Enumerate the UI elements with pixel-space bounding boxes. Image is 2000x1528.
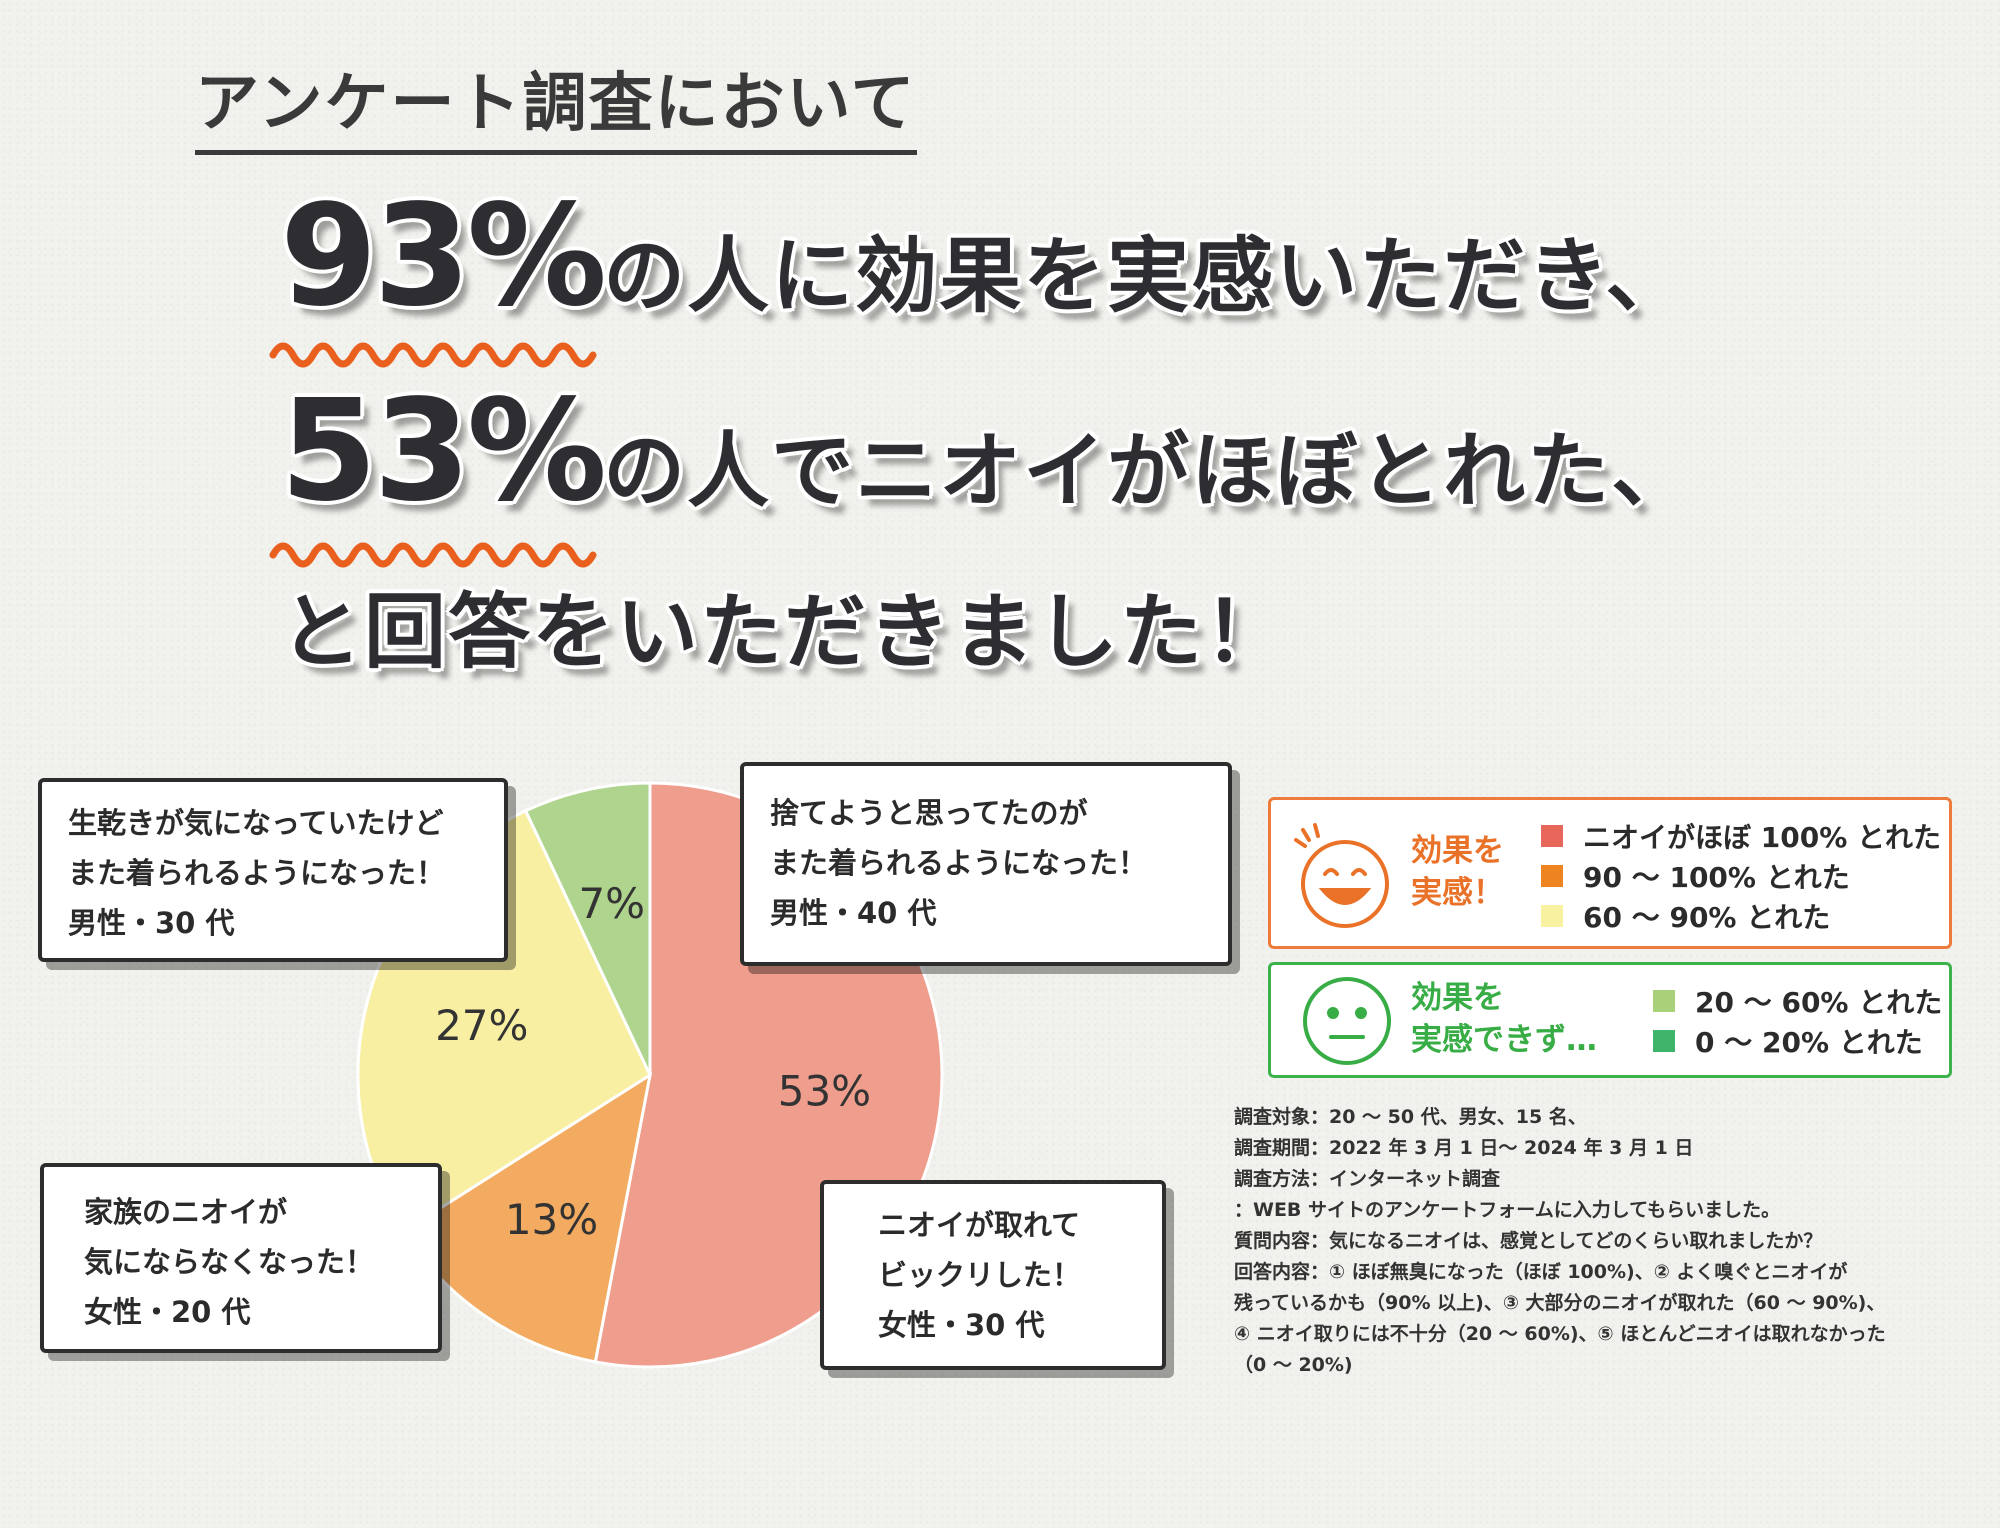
comment-bubble-3: 家族のニオイが 気にならなくなった！ 女性・20 代 [40, 1163, 442, 1353]
comment-line: 家族のニオイが [84, 1195, 288, 1229]
note-line: 回答内容：① ほぼ無臭になった（ほぼ 100%)、② よく嗅ぐとニオイが [1234, 1261, 1848, 1283]
headline-text-2: の人でニオイがほぼとれた、 [603, 424, 1696, 519]
wavy-underline-icon [269, 542, 597, 568]
comment-bubble-2: 捨てようと思ってたのが また着られるようになった！ 男性・40 代 [740, 762, 1232, 966]
note-line: 残っているかも（90% 以上)、③ 大部分のニオイが取れた（60 〜 90%)、 [1234, 1292, 1886, 1314]
legend-label: ニオイがほぼ 100% とれた [1583, 821, 1941, 854]
legend-swatch [1653, 990, 1675, 1012]
legend-label: 60 〜 90% とれた [1583, 901, 1831, 934]
note-line: ④ ニオイ取りには不十分（20 〜 60%)、⑤ ほとんどニオイは取れなかった [1234, 1323, 1886, 1345]
legend-label: 20 〜 60% とれた [1695, 986, 1943, 1019]
pie-label: 7% [578, 879, 645, 928]
legend-item: 60 〜 90% とれた [1541, 896, 1941, 936]
survey-notes: 調査対象：20 〜 50 代、男女、15 名、調査期間：2022 年 3 月 1… [1234, 1102, 1886, 1381]
legend-heading-line: 実感！ [1411, 875, 1504, 911]
comment-bubble-1: 生乾きが気になっていたけど また着られるようになった！ 男性・30 代 [38, 778, 508, 962]
note-line: 調査期間：2022 年 3 月 1 日〜 2024 年 3 月 1 日 [1234, 1137, 1694, 1159]
comment-line: 気にならなくなった！ [84, 1245, 375, 1279]
comment-line: 生乾きが気になっていたけど [68, 806, 444, 840]
legend-item: 90 〜 100% とれた [1541, 856, 1941, 896]
comment-line: また着られるようになった！ [770, 846, 1148, 880]
legend-label: 90 〜 100% とれた [1583, 861, 1850, 894]
comment-person: 女性・30 代 [878, 1308, 1045, 1342]
survey-title: アンケート調査において [195, 52, 917, 155]
pie-slice-7 [523, 781, 652, 1076]
comment-person: 男性・40 代 [770, 896, 937, 930]
legend-item: 20 〜 60% とれた [1653, 981, 1942, 1021]
comment-line: ビックリした！ [878, 1258, 1082, 1292]
note-line: ：WEB サイトのアンケートフォームに入力してもらいました。 [1234, 1199, 1781, 1221]
comment-line: また着られるようになった！ [68, 856, 446, 890]
legend-heading-line: 効果を [1411, 833, 1504, 869]
note-line: 質問内容：気になるニオイは、感覚としてどのくらい取れましたか？ [1234, 1230, 1823, 1252]
neutral-face-icon [1303, 977, 1391, 1065]
legend-effective-items: ニオイがほぼ 100% とれた 90 〜 100% とれた 60 〜 90% と… [1541, 816, 1941, 936]
note-line: 調査対象：20 〜 50 代、男女、15 名、 [1234, 1106, 1587, 1128]
legend-not-effective-heading: 効果を 実感できず… [1411, 977, 1597, 1061]
wavy-underline-icon [269, 342, 597, 368]
comment-person: 女性・20 代 [84, 1295, 251, 1329]
legend-label: 0 〜 20% とれた [1695, 1026, 1923, 1059]
pie-label: 27% [435, 1001, 528, 1050]
smile-face-icon [1294, 823, 1389, 928]
legend-effective-heading: 効果を 実感！ [1411, 830, 1504, 914]
headline-text-1: の人に効果を実感いただき、 [603, 229, 1690, 324]
comment-line: ニオイが取れて [878, 1208, 1081, 1242]
legend-swatch [1541, 865, 1563, 887]
headline-percent-93: 93% [280, 175, 607, 338]
pie-label: 53% [778, 1066, 871, 1115]
legend-not-effective-items: 20 〜 60% とれた 0 〜 20% とれた [1653, 981, 1942, 1061]
legend-not-effective: 効果を 実感できず… 20 〜 60% とれた 0 〜 20% とれた [1268, 962, 1952, 1078]
legend-heading-line: 実感できず… [1411, 1022, 1597, 1058]
pie-label: 13% [505, 1195, 598, 1244]
legend-swatch [1653, 1030, 1675, 1052]
legend-item: 0 〜 20% とれた [1653, 1021, 1942, 1061]
comment-bubble-4: ニオイが取れて ビックリした！ 女性・30 代 [820, 1180, 1166, 1370]
legend-swatch [1541, 905, 1563, 927]
legend-swatch [1541, 825, 1563, 847]
legend-heading-line: 効果を [1411, 980, 1504, 1016]
comment-person: 男性・30 代 [68, 906, 235, 940]
headline-percent-53: 53% [280, 370, 607, 533]
comment-line: 捨てようと思ってたのが [770, 796, 1088, 830]
legend-effective: 効果を 実感！ ニオイがほぼ 100% とれた 90 〜 100% とれた 60… [1268, 797, 1952, 949]
headline-line-3: と回答をいただきました！ [280, 585, 1289, 680]
legend-item: ニオイがほぼ 100% とれた [1541, 816, 1941, 856]
headline-line-2: 53%の人でニオイがほぼとれた、 [280, 370, 1695, 533]
note-line: （0 〜 20%) [1234, 1354, 1353, 1376]
headline-line-1: 93%の人に効果を実感いただき、 [280, 175, 1689, 338]
note-line: 調査方法：インターネット調査 [1234, 1168, 1501, 1190]
